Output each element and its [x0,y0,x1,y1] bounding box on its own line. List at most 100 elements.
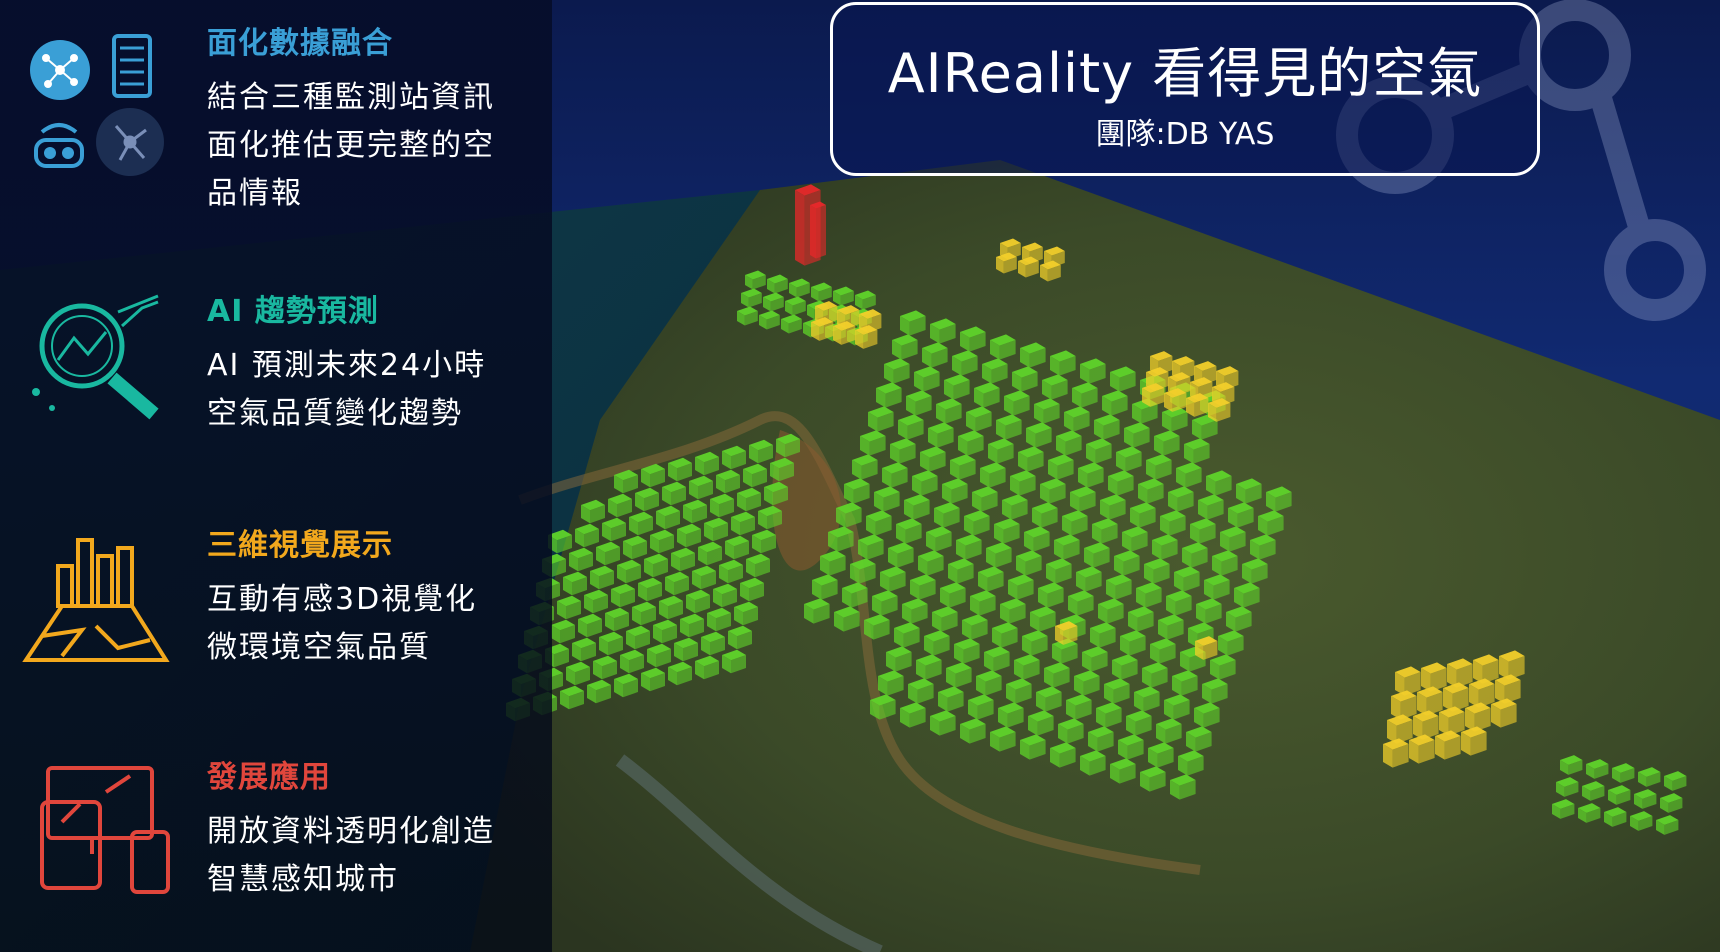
air-quality-voxel [572,637,596,662]
air-quality-voxel [650,529,674,554]
air-quality-voxel [632,601,656,626]
air-quality-voxel [686,589,710,614]
air-quality-voxel [560,685,584,710]
air-quality-voxel [1050,350,1076,376]
air-quality-voxel [1084,542,1110,568]
air-quality-voxel [1210,654,1236,680]
air-quality-voxel [988,438,1014,464]
air-quality-voxel [1034,398,1060,424]
air-quality-voxel [1134,686,1160,712]
air-quality-voxel [767,274,788,294]
air-quality-voxel [1196,598,1222,624]
air-quality-voxel [1184,438,1210,464]
feature-description: 互動有感3D視覺化微環境空氣品質 [207,582,478,665]
air-quality-voxel [566,661,590,686]
air-quality-voxel [659,595,683,620]
air-quality-voxel [920,446,946,472]
air-quality-voxel [1586,759,1609,779]
air-quality-voxel [716,469,740,494]
air-quality-voxel [842,582,868,608]
air-quality-voxel [575,523,599,548]
air-quality-voxel [1028,710,1054,736]
air-quality-voxel [894,622,920,648]
air-quality-voxel [725,535,749,560]
air-quality-voxel [1040,260,1061,282]
air-quality-voxel [674,637,698,662]
air-quality-voxel [866,510,892,536]
air-quality-voxel [1032,502,1058,528]
air-quality-voxel [1130,502,1156,528]
air-quality-voxel [1058,718,1084,744]
air-quality-voxel [578,613,602,638]
air-quality-voxel [1054,534,1080,560]
air-quality-voxel [1656,815,1679,835]
air-quality-voxel [1106,574,1132,600]
air-quality-voxel [888,542,914,568]
air-quality-voxel [1014,654,1040,680]
air-quality-voxel [1070,486,1096,512]
air-quality-voxel [914,366,940,392]
feature-description: 結合三種監測站資訊面化推估更完整的空品情報 [207,80,495,211]
air-quality-voxel [1072,382,1098,408]
air-quality-voxel [1076,566,1102,592]
air-quality-voxel [1114,550,1140,576]
air-quality-voxel [1552,799,1575,819]
air-quality-voxel [647,643,671,668]
air-quality-voxel [1178,750,1204,776]
devices-icon [22,752,172,912]
air-quality-voxel [614,469,638,494]
air-quality-voxel [900,310,926,336]
air-quality-voxel [701,631,725,656]
air-quality-voxel [590,565,614,590]
air-quality-voxel [1044,662,1070,688]
air-quality-voxel [1499,650,1525,680]
air-quality-voxel [737,487,761,512]
air-quality-voxel [1040,478,1066,504]
air-quality-voxel [960,326,986,352]
air-quality-voxel [1068,590,1094,616]
air-quality-voxel [1055,621,1078,645]
air-quality-voxel [1088,726,1114,752]
air-quality-voxel [930,318,956,344]
air-quality-voxel [1148,742,1174,768]
air-quality-voxel [1110,366,1136,392]
air-quality-voxel [752,529,776,554]
air-quality-voxel [833,286,854,306]
air-quality-voxel [864,614,890,640]
air-quality-voxel [707,607,731,632]
air-quality-voxel [668,457,692,482]
air-quality-voxel [1198,494,1224,520]
air-quality-voxel [986,542,1012,568]
air-quality-voxel [740,577,764,602]
air-quality-voxel [689,475,713,500]
air-quality-voxel [1038,582,1064,608]
air-quality-voxel [1118,734,1144,760]
air-quality-voxel [1050,742,1076,768]
air-quality-voxel [617,559,641,584]
air-quality-voxel [1194,702,1220,728]
air-quality-voxel [569,547,593,572]
air-quality-voxel [1090,622,1116,648]
air-quality-voxel [1387,714,1413,744]
air-quality-voxel [1120,630,1146,656]
air-quality-voxel [1465,702,1491,732]
air-quality-voxel [1006,678,1032,704]
air-quality-voxel [886,646,912,672]
voxel-layer [506,184,1687,835]
air-quality-voxel [852,454,878,480]
air-quality-voxel [1036,686,1062,712]
air-quality-voxel [1012,366,1038,392]
feature-title: 三維視覺展示 [207,528,393,563]
air-quality-voxel [833,321,856,345]
air-quality-voxel [1391,690,1417,720]
air-quality-voxel [1473,654,1499,684]
air-quality-voxel [1578,803,1601,823]
air-quality-voxel [1074,670,1100,696]
air-quality-voxel [1080,358,1106,384]
air-quality-voxel [960,718,986,744]
air-quality-voxel [828,526,854,552]
air-quality-voxel [781,314,802,334]
air-quality-voxel [940,582,966,608]
air-quality-voxel [946,662,972,688]
air-quality-voxel [1022,630,1048,656]
